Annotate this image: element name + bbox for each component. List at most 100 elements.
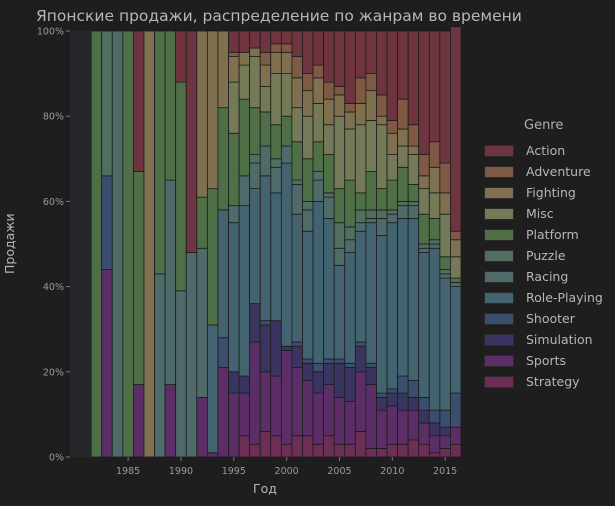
y-tick-label: 20%: [43, 367, 64, 378]
bar-2008-racing: [365, 218, 377, 224]
bar-1996-platform: [238, 98, 251, 177]
y-tick-label: 0%: [49, 453, 64, 464]
bar-2009-adventure: [376, 94, 388, 117]
bar-2010-platform: [386, 179, 398, 211]
bar-2006-platform: [344, 179, 356, 228]
bar-2009-sports: [376, 409, 388, 449]
bar-2007-action: [354, 30, 367, 79]
bar-1997-racing: [249, 162, 261, 190]
bar-1995-adventure: [228, 51, 240, 57]
bar-2004-sports: [323, 384, 335, 437]
bar-2007-simulation: [354, 345, 367, 373]
x-tick-label: 2005: [327, 466, 351, 477]
bar-2003-strategy: [312, 443, 325, 458]
bar-2007-racing: [354, 222, 367, 232]
bar-2014-shooter: [428, 409, 441, 424]
legend-item-platform: Platform: [484, 224, 603, 245]
bar-1990-action: [175, 30, 187, 83]
bar-2005-platform: [333, 188, 346, 224]
bar-1998-strategy: [259, 431, 272, 458]
bar-2006-shooter: [344, 362, 356, 368]
bar-1999-fighting: [270, 51, 282, 74]
bar-1986-action: [133, 30, 145, 172]
legend-swatch: [484, 165, 514, 178]
bar-2012-sports: [407, 409, 420, 441]
legend-label: Shooter: [526, 311, 575, 326]
x-tick-label: 2000: [275, 466, 299, 477]
bar-1983-puzzle: [101, 30, 113, 177]
bar-2008-shooter: [365, 362, 377, 368]
bar-2015-misc: [439, 213, 451, 258]
bar-2013-action: [418, 30, 430, 155]
bar-2003-shooter: [312, 362, 325, 373]
bar-2001-racing: [291, 183, 303, 215]
legend-item-role-playing: Role-Playing: [484, 287, 603, 308]
bar-2001-platform: [291, 141, 303, 181]
legend-swatch: [484, 144, 514, 157]
bar-1999-sports: [270, 375, 282, 437]
bar-1988-racing: [154, 273, 166, 458]
bar-2001-role-playing: [291, 213, 303, 343]
bar-1990-racing: [175, 290, 187, 458]
bar-1999-misc: [270, 73, 282, 126]
bar-2015-shooter: [439, 409, 451, 428]
bar-2013-simulation: [418, 409, 430, 424]
bar-1996-simulation: [238, 375, 251, 394]
bar-2003-racing: [312, 179, 325, 202]
bar-2008-sports: [365, 384, 377, 449]
bar-2010-shooter: [386, 388, 398, 394]
bar-2005-shooter: [333, 358, 346, 364]
bar-2010-simulation: [386, 392, 398, 407]
bar-2014-strategy: [428, 452, 441, 458]
legend-swatch: [484, 291, 514, 304]
bar-1997-action: [249, 30, 261, 49]
bar-2006-misc: [344, 128, 356, 181]
bar-2011-adventure: [397, 98, 409, 130]
bar-2012-misc: [407, 154, 420, 185]
bar-2008-role-playing: [365, 222, 377, 364]
bar-2009-action: [376, 30, 388, 96]
bar-2016-strategy: [450, 443, 462, 458]
bar-1992-fighting: [196, 30, 208, 198]
bar-2010-puzzle: [386, 209, 398, 215]
legend-item-puzzle: Puzzle: [484, 245, 603, 266]
bar-2004-shooter: [323, 358, 335, 364]
bar-2009-role-playing: [376, 235, 388, 394]
legend-swatch: [484, 270, 514, 283]
legend-item-adventure: Adventure: [484, 161, 603, 182]
bar-2014-action: [428, 30, 441, 143]
bar-1986-sports: [133, 384, 145, 458]
bar-2003-puzzle: [312, 171, 325, 181]
bar-2011-misc: [397, 145, 409, 168]
bar-2012-adventure: [407, 124, 420, 147]
bar-2004-action: [323, 30, 335, 83]
bar-1983-sports: [101, 269, 113, 458]
bar-2002-platform: [302, 158, 314, 202]
bar-1994-fighting: [217, 30, 229, 109]
bar-2003-platform: [312, 141, 325, 172]
legend-label: Action: [526, 143, 566, 158]
bar-2003-sports: [312, 392, 325, 445]
bar-2005-sports: [333, 396, 346, 445]
bar-2008-strategy: [365, 448, 377, 458]
bar-1986-platform: [133, 171, 145, 385]
bar-2001-simulation: [291, 345, 303, 368]
bar-2002-action: [302, 30, 314, 74]
bar-1995-role-playing: [228, 222, 240, 373]
legend-item-action: Action: [484, 140, 603, 161]
bar-1998-fighting: [259, 64, 272, 87]
legend-label: Puzzle: [526, 248, 566, 263]
bar-1989-platform: [164, 30, 177, 181]
legend-item-simulation: Simulation: [484, 329, 603, 350]
legend-swatch: [484, 186, 514, 199]
bar-1991-racing: [185, 252, 198, 458]
bar-2015-racing: [439, 273, 451, 279]
bar-1994-shooter: [217, 337, 229, 368]
bar-2000-action: [280, 30, 293, 45]
bar-2006-racing: [344, 239, 356, 253]
x-tick-label: 1995: [222, 466, 246, 477]
bar-1998-shooter: [259, 320, 272, 326]
legend-item-strategy: Strategy: [484, 371, 603, 392]
bar-2004-platform: [323, 154, 335, 194]
bar-1995-misc: [228, 81, 240, 134]
